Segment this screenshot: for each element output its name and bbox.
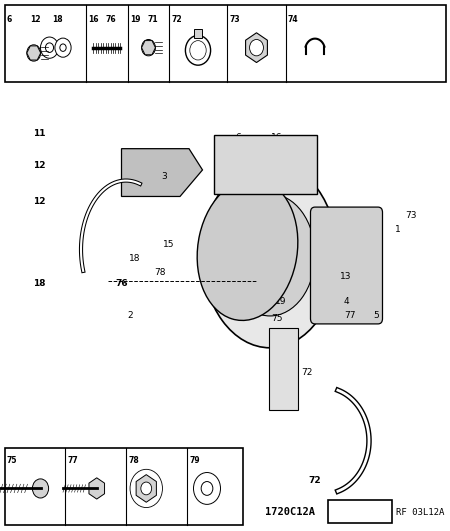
Circle shape: [142, 39, 155, 56]
Text: 12: 12: [33, 161, 45, 170]
Circle shape: [201, 482, 213, 495]
Text: 74: 74: [284, 339, 296, 348]
Text: 76: 76: [106, 15, 117, 24]
Text: 12: 12: [33, 197, 45, 206]
Ellipse shape: [197, 179, 298, 320]
Circle shape: [194, 473, 220, 504]
Text: 73: 73: [230, 15, 240, 24]
Circle shape: [250, 39, 263, 56]
Polygon shape: [27, 46, 40, 60]
Text: RF 03L12A: RF 03L12A: [396, 508, 445, 517]
Text: 5: 5: [374, 311, 379, 320]
Text: 11: 11: [33, 130, 45, 139]
Text: 04/2006: 04/2006: [339, 507, 381, 516]
Circle shape: [185, 36, 211, 65]
Text: 75: 75: [271, 314, 283, 323]
Text: 15: 15: [163, 239, 175, 249]
Polygon shape: [122, 149, 202, 196]
Text: 77: 77: [68, 456, 78, 465]
FancyBboxPatch shape: [310, 207, 382, 324]
Text: 2: 2: [127, 311, 133, 320]
Text: 78: 78: [241, 268, 252, 277]
Text: 71: 71: [148, 15, 158, 24]
Text: 75: 75: [7, 456, 17, 465]
Circle shape: [130, 469, 162, 508]
Text: 12: 12: [30, 15, 40, 24]
Circle shape: [140, 481, 153, 496]
Text: 18: 18: [129, 254, 140, 263]
Text: 76: 76: [115, 279, 128, 288]
Text: 74: 74: [288, 15, 299, 24]
Text: 79: 79: [262, 297, 274, 305]
Polygon shape: [246, 33, 267, 63]
FancyBboxPatch shape: [214, 135, 317, 194]
Text: 78: 78: [154, 268, 166, 277]
Polygon shape: [136, 475, 157, 502]
Circle shape: [27, 45, 40, 61]
Text: 73: 73: [405, 211, 417, 220]
Text: 3: 3: [162, 172, 167, 181]
Text: 77: 77: [345, 311, 356, 320]
Text: 6: 6: [235, 133, 241, 142]
Text: 79: 79: [189, 456, 200, 465]
Circle shape: [32, 479, 49, 498]
Text: 4: 4: [343, 297, 349, 305]
Circle shape: [141, 482, 152, 495]
Text: 72: 72: [309, 476, 321, 485]
Polygon shape: [89, 478, 104, 499]
Polygon shape: [142, 40, 155, 55]
Text: 1: 1: [395, 226, 400, 234]
Bar: [4, 448, 243, 525]
Text: 18: 18: [33, 279, 45, 288]
Text: 72: 72: [302, 368, 313, 376]
Text: 78: 78: [128, 456, 139, 465]
Polygon shape: [136, 475, 157, 502]
Text: 72: 72: [171, 15, 182, 24]
Circle shape: [45, 43, 54, 53]
Ellipse shape: [225, 194, 315, 316]
Text: 19: 19: [130, 15, 141, 24]
Bar: [4, 5, 446, 82]
Text: 16: 16: [271, 133, 283, 142]
Text: 1720C12A: 1720C12A: [266, 508, 315, 517]
Text: 18: 18: [53, 15, 63, 24]
Circle shape: [40, 37, 58, 58]
Circle shape: [60, 44, 66, 52]
Text: 16: 16: [88, 15, 98, 24]
Text: 6: 6: [7, 15, 12, 24]
Text: 19: 19: [275, 297, 287, 305]
Circle shape: [190, 41, 206, 60]
Circle shape: [55, 38, 71, 57]
FancyBboxPatch shape: [328, 500, 392, 523]
FancyBboxPatch shape: [269, 328, 298, 410]
FancyBboxPatch shape: [194, 29, 202, 38]
Ellipse shape: [202, 162, 338, 348]
Text: 13: 13: [340, 272, 352, 281]
